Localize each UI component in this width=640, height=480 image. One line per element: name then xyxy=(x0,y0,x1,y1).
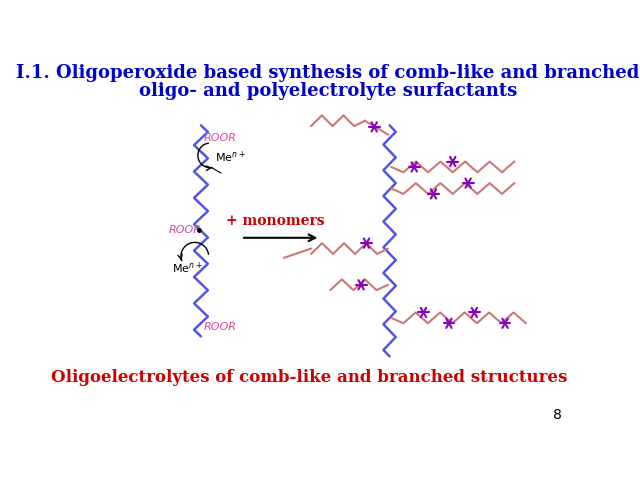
Text: 8: 8 xyxy=(553,408,562,422)
Text: Oligoelectrolytes of comb-like and branched structures: Oligoelectrolytes of comb-like and branc… xyxy=(51,369,567,385)
Text: I.1. Oligoperoxide based synthesis of comb-like and branched: I.1. Oligoperoxide based synthesis of co… xyxy=(16,64,640,82)
Text: ROOR: ROOR xyxy=(168,225,202,235)
Text: oligo- and polyelectrolyte surfactants: oligo- and polyelectrolyte surfactants xyxy=(139,83,517,100)
Text: Me$^{n+}$: Me$^{n+}$ xyxy=(215,150,245,165)
Text: Me$^{n+}$: Me$^{n+}$ xyxy=(172,261,202,276)
Text: + monomers: + monomers xyxy=(227,215,325,228)
Text: ROOR: ROOR xyxy=(204,322,237,332)
Text: ROOR: ROOR xyxy=(204,132,237,143)
